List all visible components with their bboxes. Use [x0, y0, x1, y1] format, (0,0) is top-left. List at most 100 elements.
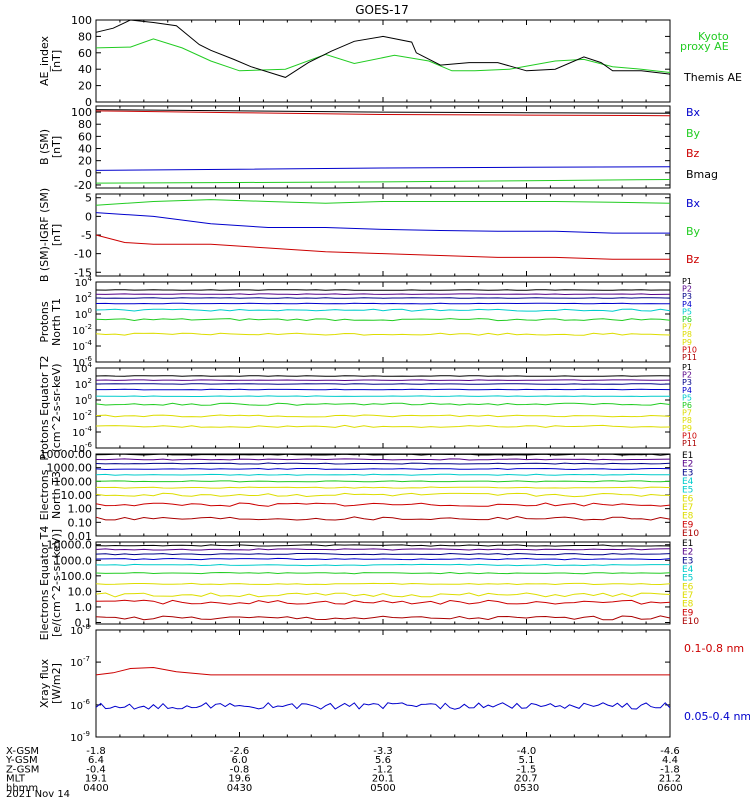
series-line-0-1-0-8-nm: [95, 666, 670, 676]
series-line-p8: [95, 424, 671, 428]
orbit-value: -4.0: [517, 746, 537, 757]
series-line-e9: [95, 502, 671, 507]
legend-item: E6: [682, 494, 694, 504]
legend-kyoto: Kyoto: [698, 30, 729, 43]
orbit-value: 20.1: [372, 774, 394, 785]
orbit-value: -1.8: [660, 764, 680, 775]
legend-item: E1: [682, 451, 693, 461]
legend-item: E7: [682, 591, 693, 601]
y-tick-label: -20: [74, 179, 92, 192]
y-tick-label: 80: [78, 30, 92, 43]
series-line-p2: [95, 379, 671, 382]
legend-themis: Themis AE: [683, 71, 742, 84]
series-line-p6: [95, 318, 671, 322]
series-line-by: [95, 199, 671, 206]
plot-title: GOES-17: [355, 3, 409, 17]
y-tick-label: 104: [75, 361, 93, 375]
legend-item: 0.05-0.4 nm: [684, 710, 750, 723]
series-line-by: [95, 179, 671, 184]
legend-item: P11: [682, 439, 697, 448]
y-axis-label: Protons Equator T2: [38, 355, 51, 460]
y-tick-label: 10000.00: [40, 448, 93, 461]
series-line-e2: [95, 548, 671, 551]
series-line-e3: [95, 552, 671, 556]
y-tick-label: 20: [78, 155, 92, 168]
series-line-p7: [95, 332, 671, 336]
y-tick-label: 10.0: [68, 585, 93, 598]
series-line-0-05-0-4-nm: [95, 702, 671, 710]
legend-item: P6: [682, 315, 692, 324]
orbit-value: 0430: [227, 783, 252, 794]
y-tick-label: 60: [78, 47, 92, 60]
series-line-bx: [95, 166, 671, 171]
series-line-e4: [95, 467, 671, 471]
y-tick-label: 10-4: [72, 339, 92, 353]
y-axis-label-units: [e/(cm^2-s-sr-keV)]: [50, 529, 63, 637]
y-axis-label: Electrons Equator T4: [38, 526, 51, 641]
y-tick-label: 10-8: [70, 623, 90, 637]
series-line-e8: [95, 492, 671, 498]
y-axis-label-units: [nT]: [50, 136, 63, 158]
y-tick-label: 20: [78, 80, 92, 93]
orbit-value: 20.7: [515, 774, 537, 785]
y-tick-label: 1.0: [75, 601, 93, 614]
y-tick-label: 0.1: [75, 616, 93, 629]
legend-item: E3: [682, 556, 693, 566]
panel-frame: [95, 105, 671, 189]
legend-item: P5: [682, 393, 692, 402]
series-line-e1: [95, 544, 671, 547]
legend-item: P10: [682, 431, 697, 440]
y-tick-label: 0.10: [68, 516, 93, 529]
y-tick-label: -10: [74, 248, 92, 261]
legend-item: Bz: [686, 147, 700, 160]
panel-8: 10-8 10-7 10-6 10-9 Xray flux [W/m2] 0.1-0.8 n…: [38, 623, 750, 744]
series-line-e1: [95, 453, 671, 456]
legend-item: E8: [682, 512, 694, 522]
y-tick-label: 5: [85, 192, 92, 205]
legend-item: P8: [682, 416, 692, 425]
y-axis-label-units: North T3: [50, 471, 63, 519]
legend-item: E5: [682, 574, 693, 584]
series-line-bz: [95, 234, 670, 260]
orbit-value: 5.1: [519, 755, 535, 766]
y-tick-label: 0: [85, 210, 92, 223]
y-tick-label: 0.01: [68, 530, 93, 543]
orbit-value: 21.2: [659, 774, 681, 785]
legend-item: P7: [682, 409, 692, 418]
series-line-e7: [95, 582, 671, 586]
series-line-e10: [95, 515, 671, 521]
series-line-p1: [95, 289, 670, 291]
y-tick-label: 100: [75, 307, 92, 321]
series-line-bx: [95, 212, 670, 234]
orbit-row-label: MLT: [6, 774, 26, 785]
panel-frame: [95, 629, 671, 738]
legend-item: E3: [682, 468, 693, 478]
y-tick-label: 1000.0: [54, 554, 93, 567]
orbit-row-label: hhmm: [6, 783, 38, 794]
legend-item: E9: [682, 520, 694, 530]
y-tick-label: 102: [75, 377, 92, 391]
y-tick-label: 0: [85, 167, 92, 180]
legend-item: 0.1-0.8 nm: [684, 642, 744, 655]
y-tick-label: 100: [71, 14, 92, 27]
y-axis-label: Xray flux: [38, 658, 51, 708]
y-axis-label: B (SM)-IGRF (SM): [38, 188, 51, 282]
panel-frame: [95, 193, 671, 277]
y-tick-label: 104: [75, 275, 93, 289]
legend-item: Bx: [686, 197, 701, 210]
orbit-value: 4.4: [662, 755, 678, 766]
legend-item: P2: [682, 371, 692, 380]
y-axis-label-units: (cm^2-s-sr-keV): [50, 363, 63, 452]
series-line-kyoto-proxy-ae: [95, 38, 671, 73]
y-tick-label: 10-4: [72, 425, 92, 439]
orbit-value: -4.6: [660, 746, 680, 757]
legend-item: P3: [682, 292, 692, 301]
legend-item: P10: [682, 345, 697, 354]
series-line-p2: [95, 293, 671, 296]
orbit-value: 0530: [514, 783, 539, 794]
legend-item: P1: [682, 277, 692, 286]
legend-item: E10: [682, 529, 699, 539]
legend-item: P4: [682, 386, 692, 395]
